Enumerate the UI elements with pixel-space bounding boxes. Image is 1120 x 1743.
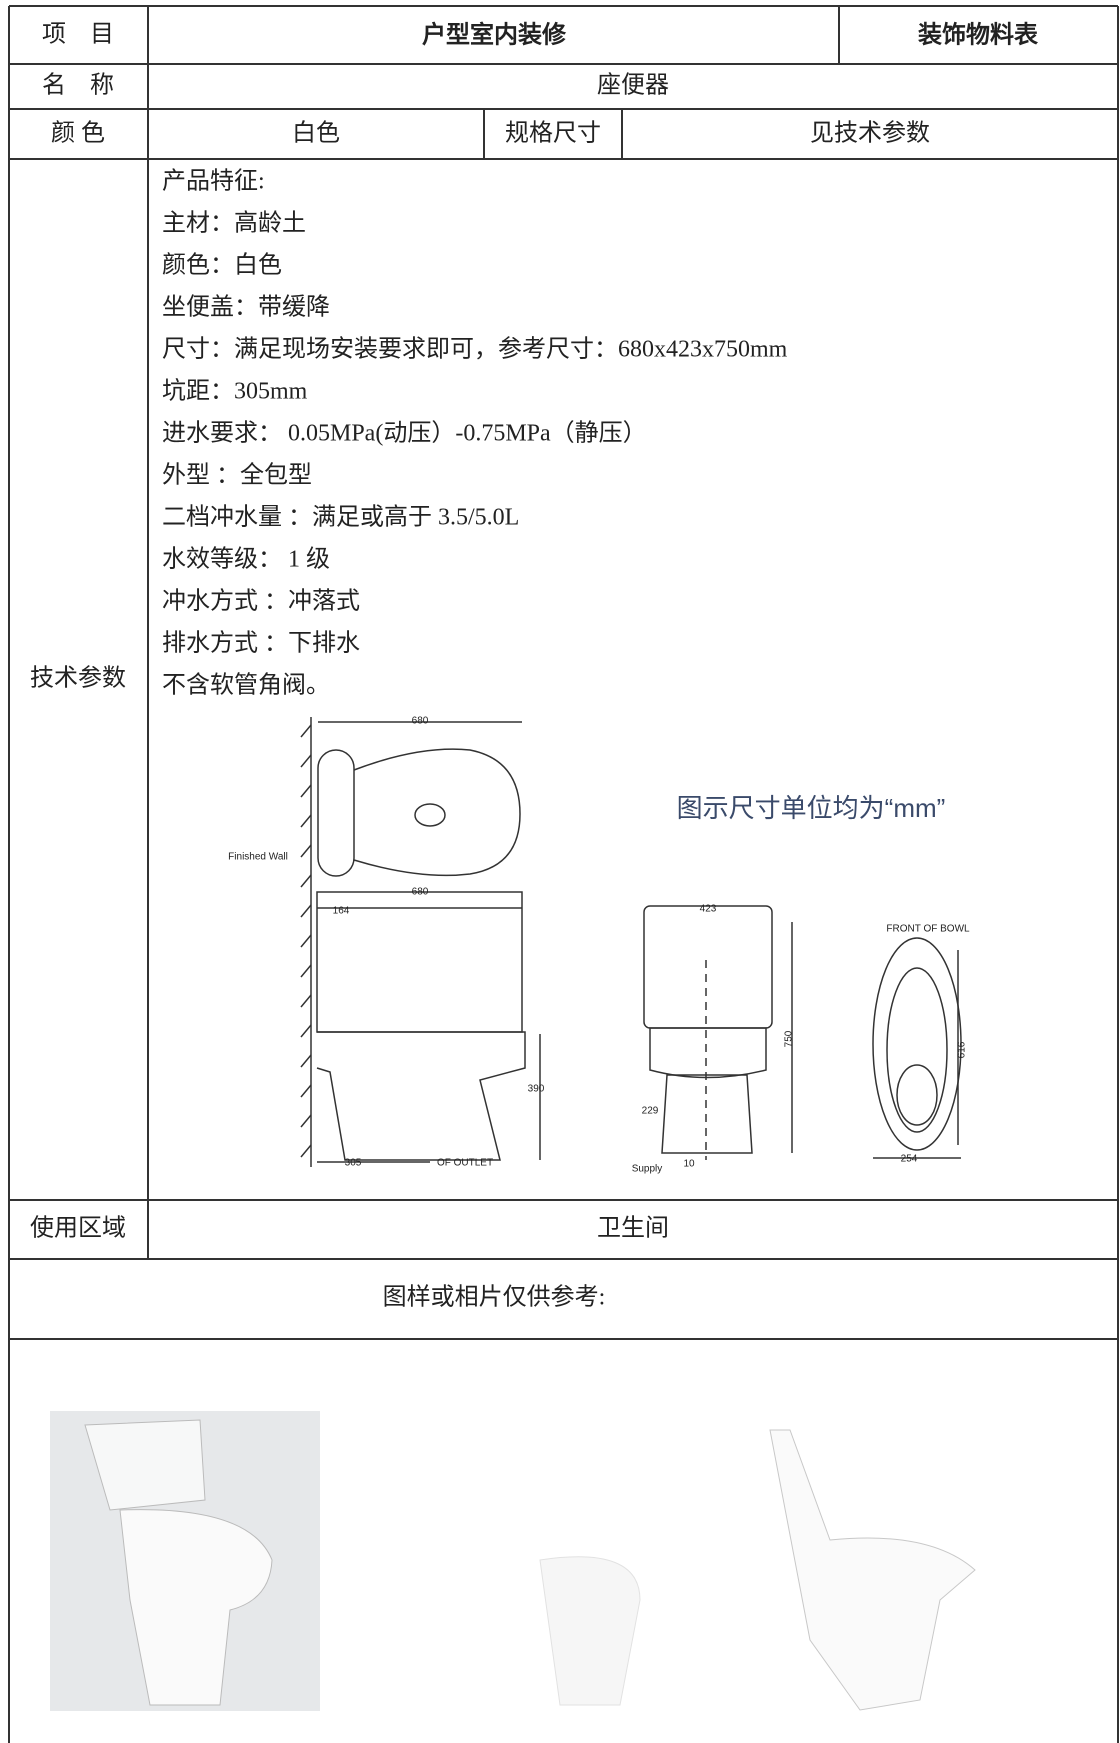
dimension-label: 616 <box>957 1041 968 1058</box>
color: 白色 <box>292 120 340 147</box>
dimension-label: Finished Wall <box>228 852 288 863</box>
dimension-label: 680 <box>412 887 429 898</box>
dimension-label: 750 <box>784 1030 795 1047</box>
spec: 见技术参数 <box>810 120 930 147</box>
item-label: 项 目 <box>42 22 114 48</box>
reference-photos <box>50 1411 976 1711</box>
dimension-label: Supply <box>632 1164 663 1175</box>
name: 座便器 <box>597 72 669 99</box>
tech-param: 坑距：305mm <box>162 378 308 405</box>
spec-label: 规格尺寸 <box>505 120 601 147</box>
table-grid <box>8 5 1119 1743</box>
tech-label: 技术参数 <box>30 665 126 692</box>
name-label: 名 称 <box>42 72 114 99</box>
dimension-label: 305 <box>345 1158 362 1169</box>
tech-param: 排水方式 ：下排水 <box>162 630 360 657</box>
technical-drawing <box>300 717 962 1167</box>
unit-note: 图示尺寸单位均为“mm” <box>677 793 946 823</box>
tech-param: 坐便盖：带缓降 <box>162 294 330 321</box>
dimension-label: 390 <box>528 1084 545 1095</box>
dimension-label: FRONT OF BOWL <box>886 924 970 935</box>
dimension-label: 229 <box>642 1106 659 1117</box>
photos-caption: 图样或相片仅供参考: <box>383 1284 606 1311</box>
tech-param: 产品特征: <box>162 168 265 195</box>
dimension-label: 10 <box>683 1159 695 1170</box>
tech-param: 二档冲水量 ：满足或高于 3.5/5.0L <box>162 504 519 531</box>
project: 户型室内装修 <box>422 20 567 48</box>
doc-type: 装饰物料表 <box>918 21 1039 48</box>
dimension-label: OF OUTLET <box>437 1158 493 1169</box>
dimension-label: 254 <box>901 1154 918 1165</box>
tech-param: 主材：高龄土 <box>162 210 306 237</box>
tech-param: 进水要求： 0.05MPa(动压）-0.75MPa（静压） <box>162 420 647 447</box>
color-label: 颜 色 <box>51 120 105 147</box>
tech-param: 不含软管角阀。 <box>162 672 330 699</box>
tech-param: 冲水方式 ：冲落式 <box>162 588 360 615</box>
tech-param: 颜色：白色 <box>162 252 282 279</box>
usage: 卫生间 <box>597 1215 669 1242</box>
tech-param: 外型 ：全包型 <box>162 462 312 489</box>
dimension-label: 423 <box>700 904 717 915</box>
dimension-label: 680 <box>412 716 429 727</box>
tech-param: 水效等级： 1 级 <box>162 546 330 573</box>
tech-param: 尺寸：满足现场安装要求即可，参考尺寸：680x423x750mm <box>162 336 788 363</box>
dimension-label: 164 <box>333 906 350 917</box>
usage-label: 使用区域 <box>30 1215 126 1242</box>
